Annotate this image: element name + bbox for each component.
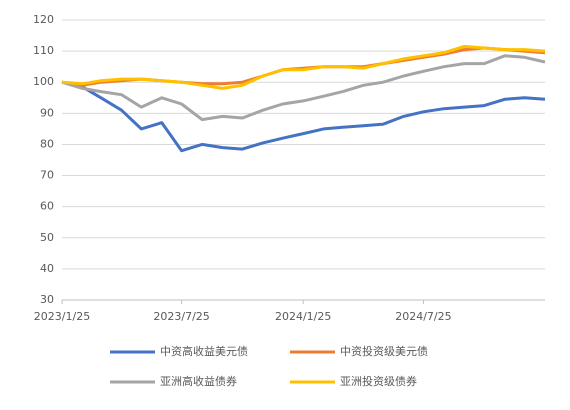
x-tick-label: 2023/1/25 <box>34 310 90 323</box>
y-tick-label: 100 <box>33 75 54 88</box>
x-tick-label: 2024/1/25 <box>275 310 331 323</box>
y-tick-label: 40 <box>40 262 54 275</box>
legend-label: 中资高收益美元债 <box>160 344 248 358</box>
y-tick-label: 60 <box>40 200 54 213</box>
y-tick-label: 80 <box>40 137 54 150</box>
y-tick-label: 70 <box>40 169 54 182</box>
y-tick-label: 30 <box>40 293 54 306</box>
series-line <box>61 80 546 153</box>
y-tick-label: 50 <box>40 231 54 244</box>
legend-label: 中资投资级美元债 <box>340 344 428 358</box>
x-tick-label: 2024/7/25 <box>395 310 451 323</box>
y-tick-label: 90 <box>40 106 54 119</box>
y-tick-label: 120 <box>33 13 54 26</box>
series-line <box>61 44 546 90</box>
legend-label: 亚洲投资级债券 <box>340 374 417 388</box>
series-line <box>61 54 546 122</box>
x-tick-label: 2023/7/25 <box>153 310 209 323</box>
y-tick-label: 110 <box>33 44 54 57</box>
legend-label: 亚洲高收益债券 <box>160 374 237 388</box>
